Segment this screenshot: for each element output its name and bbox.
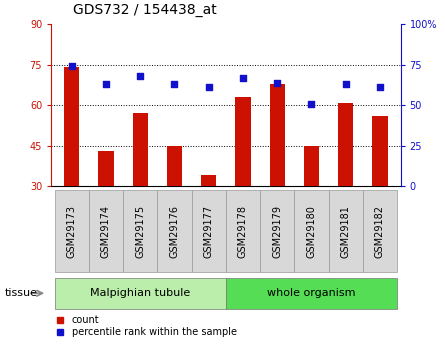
FancyBboxPatch shape <box>328 190 363 273</box>
Bar <box>98 151 113 267</box>
Bar <box>64 67 79 267</box>
Bar <box>338 102 353 267</box>
Bar <box>133 113 148 267</box>
Text: GSM29174: GSM29174 <box>101 205 111 258</box>
FancyBboxPatch shape <box>158 190 192 273</box>
FancyBboxPatch shape <box>55 190 89 273</box>
Text: GSM29176: GSM29176 <box>170 205 179 258</box>
FancyBboxPatch shape <box>89 190 123 273</box>
Text: GSM29181: GSM29181 <box>341 205 351 258</box>
FancyBboxPatch shape <box>260 190 294 273</box>
FancyBboxPatch shape <box>363 190 397 273</box>
Point <box>308 101 315 106</box>
Text: GSM29178: GSM29178 <box>238 205 248 258</box>
FancyBboxPatch shape <box>192 190 226 273</box>
Text: tissue: tissue <box>4 288 37 298</box>
Point <box>376 85 384 90</box>
Text: GDS732 / 154438_at: GDS732 / 154438_at <box>73 3 217 17</box>
Bar <box>270 83 285 267</box>
FancyBboxPatch shape <box>226 278 397 309</box>
FancyBboxPatch shape <box>123 190 158 273</box>
Legend: count, percentile rank within the sample: count, percentile rank within the sample <box>56 315 237 337</box>
Point <box>137 73 144 79</box>
Text: GSM29177: GSM29177 <box>204 205 214 258</box>
Point <box>239 75 247 80</box>
Point <box>171 81 178 87</box>
Text: GSM29173: GSM29173 <box>67 205 77 258</box>
Bar <box>235 97 251 267</box>
Bar <box>201 176 216 267</box>
FancyBboxPatch shape <box>55 278 226 309</box>
Text: GSM29175: GSM29175 <box>135 205 145 258</box>
Bar <box>372 116 388 267</box>
FancyBboxPatch shape <box>294 190 328 273</box>
Text: Malpighian tubule: Malpighian tubule <box>90 288 190 298</box>
Bar <box>304 146 319 267</box>
Text: whole organism: whole organism <box>267 288 356 298</box>
FancyBboxPatch shape <box>226 190 260 273</box>
Text: GSM29179: GSM29179 <box>272 205 282 258</box>
Point <box>205 85 212 90</box>
Point <box>274 80 281 85</box>
Text: GSM29182: GSM29182 <box>375 205 385 258</box>
Point <box>102 81 109 87</box>
Point <box>342 81 349 87</box>
Bar <box>167 146 182 267</box>
Text: GSM29180: GSM29180 <box>307 205 316 258</box>
Point <box>68 63 75 69</box>
